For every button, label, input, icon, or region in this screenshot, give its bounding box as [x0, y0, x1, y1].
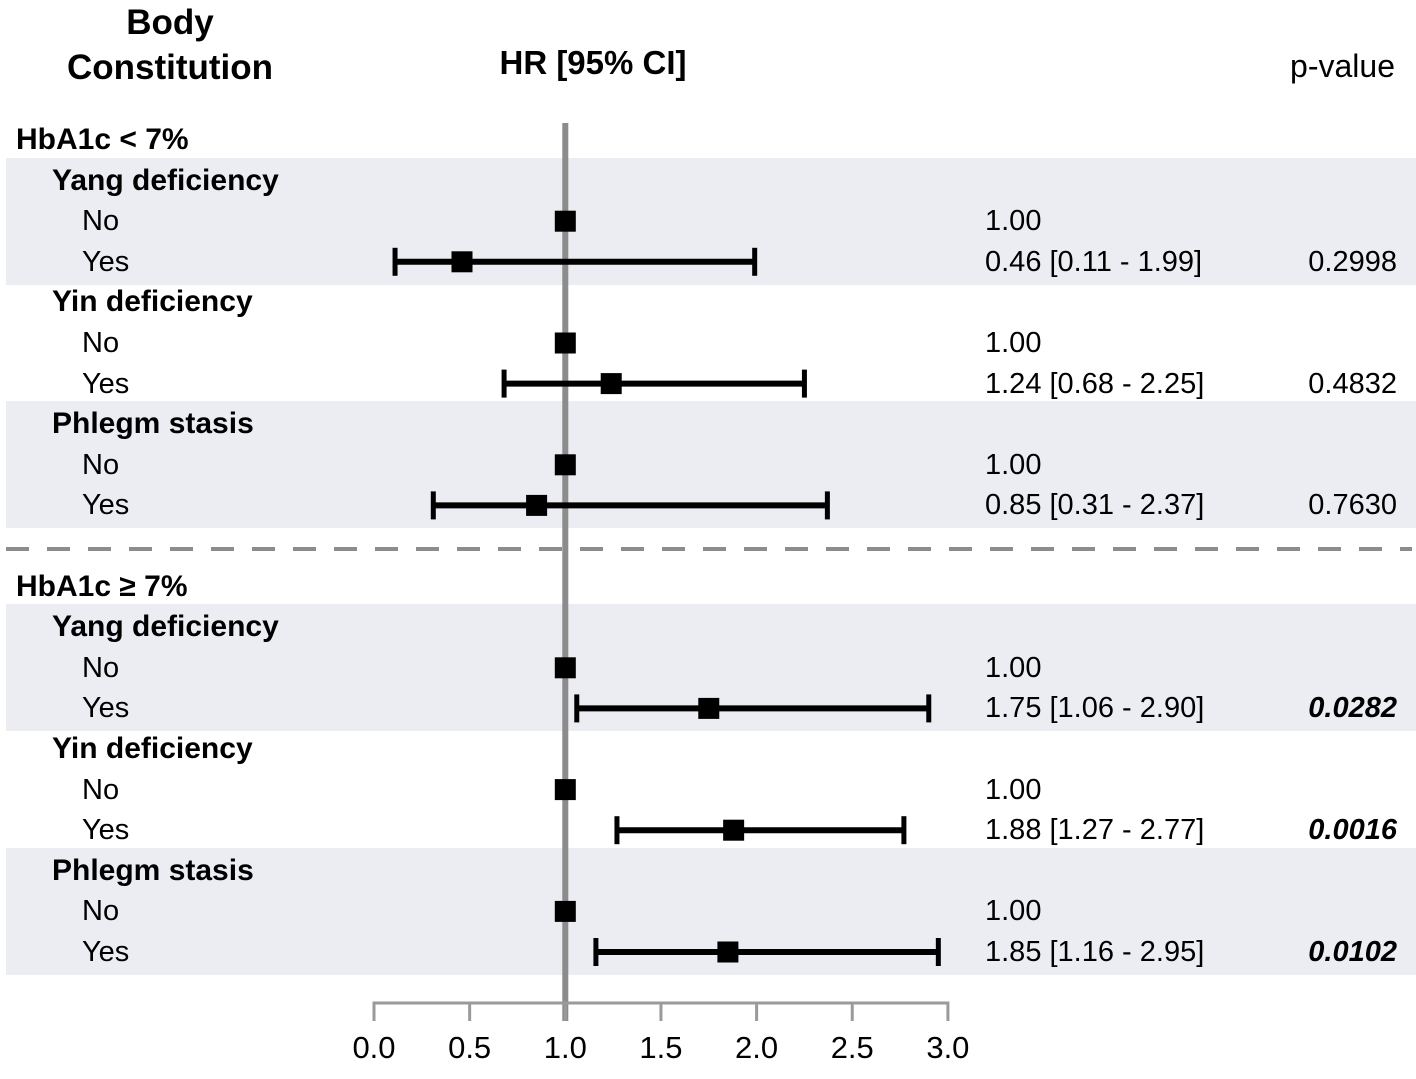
hr-ci-value: 1.00 [985, 448, 1042, 481]
row-label: No [82, 773, 120, 806]
p-value: 0.4832 [1308, 367, 1397, 400]
hr-ci-value: 1.00 [985, 773, 1042, 806]
column-header-body-constitution: Body Constitution [20, 0, 320, 90]
hr-marker [526, 494, 548, 516]
hr-ci-value: 1.00 [985, 205, 1042, 238]
section-label: HbA1c < 7% [16, 123, 189, 156]
hr-marker [554, 454, 576, 476]
hr-marker [554, 210, 576, 232]
row-label: No [82, 895, 120, 928]
hr-marker [723, 819, 745, 841]
hr-ci-value: 1.75 [1.06 - 2.90] [985, 692, 1205, 725]
x-tick-label: 0.0 [352, 1030, 396, 1065]
hr-ci-value: 1.24 [0.68 - 2.25] [985, 367, 1205, 400]
p-value: 0.2998 [1308, 245, 1397, 278]
hr-ci-value: 0.46 [0.11 - 1.99] [985, 245, 1203, 278]
hr-ci-value: 1.88 [1.27 - 2.77] [985, 814, 1205, 847]
column-header-line1: Body [126, 3, 214, 42]
x-tick-label: 1.0 [543, 1030, 587, 1065]
hr-ci-value: 0.85 [0.31 - 2.37] [985, 489, 1205, 522]
row-label: Yes [82, 692, 130, 725]
hr-ci-value: 1.00 [985, 895, 1042, 928]
x-tick-label: 3.0 [926, 1030, 970, 1065]
row-label: Yes [82, 814, 130, 847]
hr-ci-value: 1.00 [985, 327, 1042, 359]
group-label: Yin deficiency [52, 732, 253, 765]
hr-marker [600, 373, 622, 395]
p-value: 0.7630 [1308, 489, 1397, 522]
row-label: Yes [82, 245, 130, 278]
x-tick-label: 1.5 [639, 1030, 683, 1065]
group-label: Phlegm stasis [52, 407, 254, 441]
column-header-line2: Constitution [66, 48, 274, 87]
row-label: No [82, 651, 120, 684]
p-value: 0.0016 [1308, 814, 1397, 847]
hr-ci-value: 1.00 [985, 651, 1042, 684]
p-value: 0.0102 [1308, 936, 1397, 968]
hr-marker [698, 697, 720, 719]
hr-marker [554, 657, 576, 679]
row-label: Yes [82, 367, 130, 400]
x-tick-label: 2.0 [735, 1030, 779, 1065]
p-value: 0.0282 [1308, 692, 1397, 725]
hr-marker [554, 779, 576, 801]
hr-marker [554, 900, 576, 922]
row-label: Yes [82, 936, 130, 968]
column-header-hr-ci: HR [95% CI] [499, 44, 687, 81]
group-label: Yin deficiency [52, 285, 253, 319]
hr-ci-value: 1.85 [1.16 - 2.95] [985, 936, 1205, 968]
row-label: Yes [82, 489, 130, 522]
section-label: HbA1c ≥ 7% [16, 569, 188, 603]
row-label: No [82, 205, 120, 238]
hr-marker [554, 332, 576, 354]
hr-marker [717, 941, 739, 963]
row-label: No [82, 448, 120, 481]
group-label: Phlegm stasis [52, 853, 254, 887]
x-tick-label: 2.5 [830, 1030, 874, 1065]
group-label: Yang deficiency [52, 610, 279, 644]
group-label: Yang deficiency [52, 163, 279, 197]
x-tick-label: 0.5 [448, 1030, 492, 1065]
column-header-p-value: p-value [1290, 48, 1395, 84]
row-label: No [82, 327, 120, 359]
hr-marker [451, 251, 473, 273]
